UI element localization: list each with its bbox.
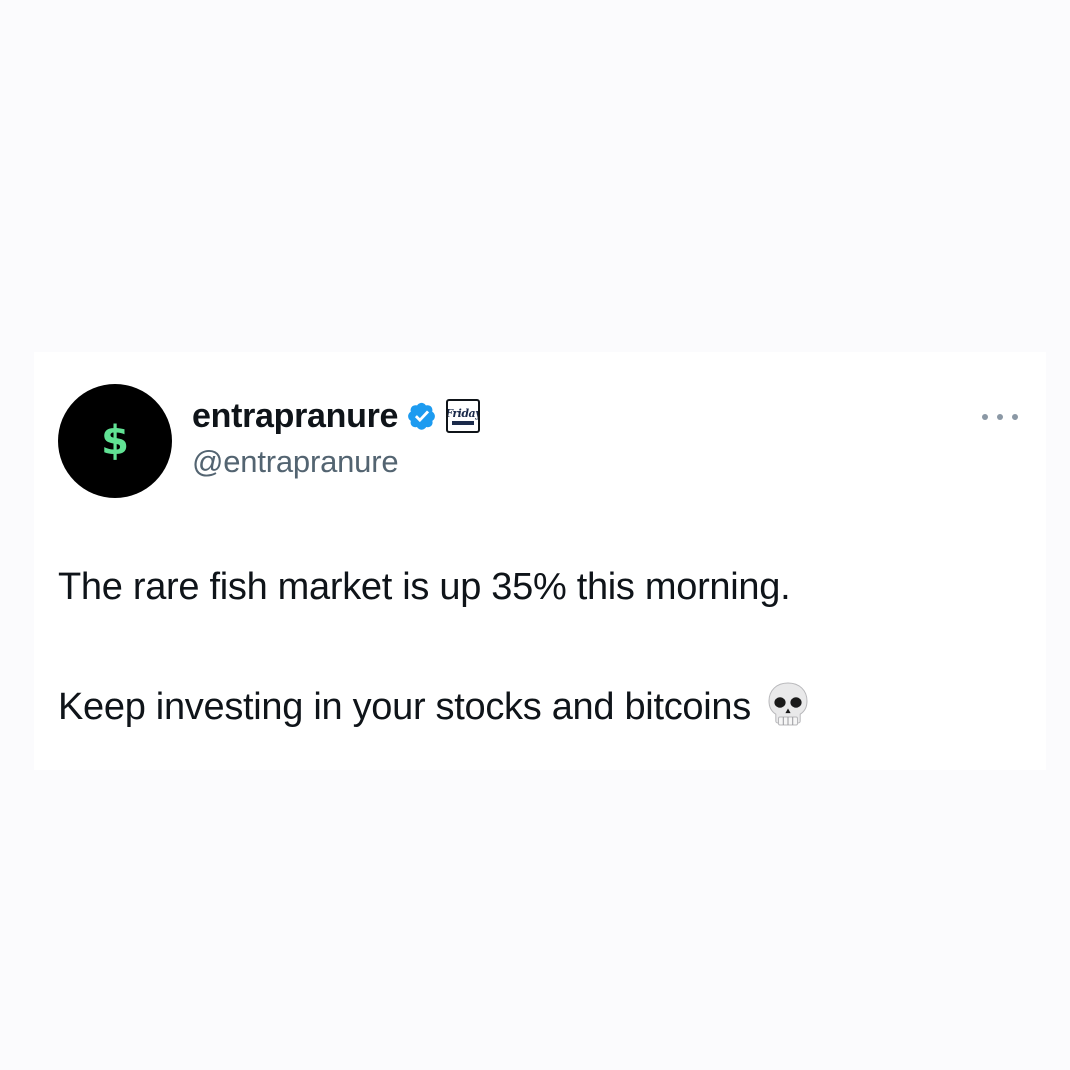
author-name-row: entrapranure Friday	[192, 394, 481, 438]
affiliate-badge-text: Friday	[446, 406, 481, 420]
more-options-button[interactable]	[980, 402, 1020, 432]
tweet-text-line-1: The rare fish market is up 35% this morn…	[58, 566, 791, 608]
avatar[interactable]: $	[58, 384, 172, 498]
friday-affiliate-badge-icon[interactable]: Friday	[446, 399, 481, 433]
tweet-text-line: Keep investing in your stocks and bitcoi…	[58, 682, 1018, 730]
skull-icon	[768, 682, 808, 726]
verified-check-icon[interactable]	[406, 399, 440, 433]
author-handle[interactable]: @entrapranure	[192, 444, 399, 479]
affiliate-badge-bar	[452, 420, 475, 425]
tweet-card[interactable]: $ entrapranure Friday @entrapranure The …	[34, 352, 1046, 770]
more-options-icon	[1012, 414, 1018, 420]
tweet-text-line: The rare fish market is up 35% this morn…	[58, 564, 1018, 610]
more-options-icon	[982, 414, 988, 420]
tweet-text: The rare fish market is up 35% this morn…	[58, 564, 1018, 730]
more-options-icon	[997, 414, 1003, 420]
tweet-text-line-2: Keep investing in your stocks and bitcoi…	[58, 686, 751, 729]
display-name[interactable]: entrapranure	[192, 396, 399, 435]
dollar-sign-icon: $	[101, 418, 129, 464]
